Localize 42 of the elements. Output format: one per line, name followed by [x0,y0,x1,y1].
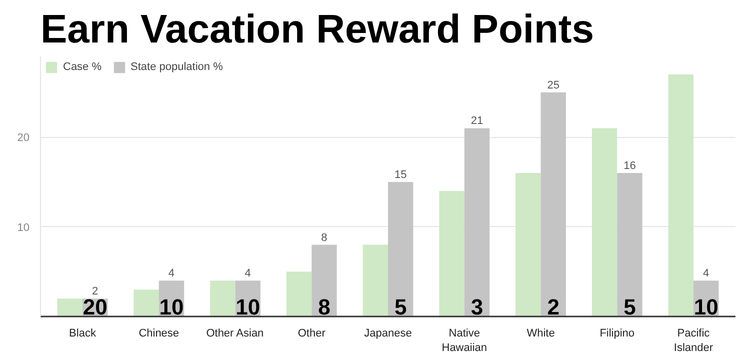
bar [592,128,618,316]
annotation: 5 [394,294,407,320]
x-tick-label: White [526,328,555,340]
x-tick-label: Pacific Islander [674,328,714,354]
bar [312,244,337,316]
bar [57,298,83,316]
bar [617,173,642,316]
x-tick-label: Black [69,328,96,340]
annotation: 10 [694,294,718,320]
x-tick-label: Chinese [138,328,180,340]
bar [210,280,236,316]
data-label: 4 [244,268,251,280]
data-label: 4 [168,268,175,280]
annotation: 8 [318,294,330,320]
bar [516,173,541,316]
x-tick-label: Other Asian [206,328,264,340]
bar [540,92,566,316]
annotation: 3 [470,294,484,320]
annotation: 5 [624,294,636,320]
x-tick-label: Other [298,328,326,340]
bar [388,182,414,316]
annotation: 10 [159,294,184,320]
chart-title: Earn Vacation Reward Points [40,8,594,52]
bar [464,128,490,316]
data-label: 8 [321,232,328,244]
data-label: 16 [624,160,636,172]
x-tick-label: Japanese [364,328,412,340]
x-tick-label: Filipino [600,328,635,340]
annotation: 10 [236,294,260,320]
data-label: 15 [394,169,407,182]
bar [362,244,388,316]
data-label: 21 [470,115,484,128]
data-label: 4 [703,268,710,280]
data-label: 25 [547,79,560,92]
legend-label: Case % [63,61,102,73]
bar [668,74,694,316]
bar [134,290,159,316]
x-tick-label: Native Hawaiian [442,328,487,354]
bar [286,272,312,316]
bar [439,190,464,316]
legend-label: State population % [130,61,223,73]
annotation: 2 [547,294,560,320]
